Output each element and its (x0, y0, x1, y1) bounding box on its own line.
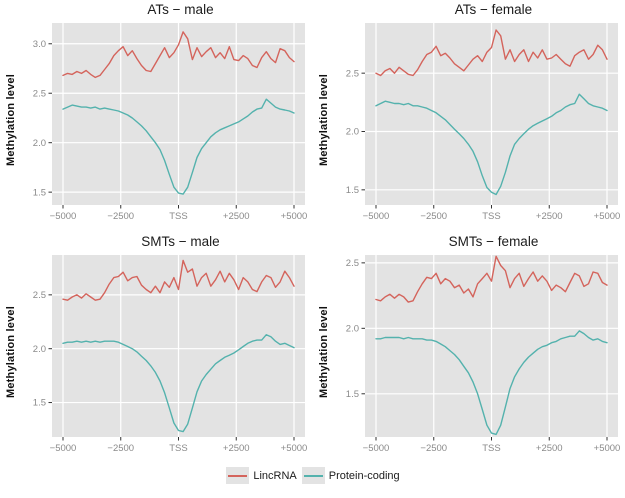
x-tick-label: TSS (482, 443, 500, 454)
x-tick-label: +2500 (536, 443, 563, 454)
legend: LincRNA Protein-coding (0, 464, 625, 498)
x-tick-label: −5000 (50, 443, 77, 454)
y-axis-label: Methylation level (318, 305, 330, 399)
x-tick-label: +5000 (594, 443, 621, 454)
panel-title: SMTs − male (141, 234, 220, 249)
series-protein-coding (62, 333, 295, 433)
series-lincrna (62, 31, 295, 79)
y-tick-label: 1.5 (346, 389, 359, 400)
x-tick-label: −5000 (363, 443, 390, 454)
x-tick-label: +2500 (536, 211, 563, 222)
x-tick-label: +5000 (281, 211, 308, 222)
panel-smts-female: Methylation level SMTs − female 1.5 2.0 2.… (313, 232, 625, 464)
panel-title: ATs − male (147, 2, 214, 17)
lincrna-line-icon (228, 474, 248, 477)
plot-area: 1.5 2.0 2.5 −5000 −2500 TSS +2500 +5000 (33, 255, 308, 454)
x-tick-label: −2500 (107, 211, 134, 222)
y-tick-label: 2.5 (346, 68, 359, 79)
y-tick-label: 3.0 (33, 39, 46, 50)
panel-smts-male: Methylation level SMTs − male 1.5 2.0 2.5 −… (0, 232, 313, 464)
series-protein-coding (375, 330, 608, 436)
x-tick-label: TSS (169, 443, 187, 454)
series-lincrna (375, 255, 608, 303)
series-lincrna (62, 259, 295, 301)
x-tick-label: +2500 (223, 211, 250, 222)
legend-item-lincrna: LincRNA (226, 467, 297, 484)
x-tick-label: TSS (169, 211, 187, 222)
y-tick-label: 1.5 (33, 398, 46, 409)
plot-area: 1.5 2.0 2.5 −5000 −2500 TSS +2500 +5000 (346, 255, 621, 454)
lincrna-key-box (226, 467, 250, 484)
panel-title: ATs − female (454, 2, 533, 17)
panel-ats-female: Methylation level ATs − female 1.5 2.0 2.5… (313, 0, 625, 232)
y-tick-label: 2.0 (33, 344, 46, 355)
panel-title: SMTs − female (448, 234, 539, 249)
x-tick-label: −2500 (420, 443, 447, 454)
x-tick-label: +5000 (594, 211, 621, 222)
protein-coding-key-box (301, 467, 325, 484)
x-tick-label: −5000 (50, 211, 77, 222)
x-tick-label: TSS (482, 211, 500, 222)
y-tick-label: 2.5 (33, 290, 46, 301)
y-tick-label: 2.0 (346, 324, 359, 335)
x-tick-label: +2500 (223, 443, 250, 454)
y-tick-label: 2.0 (33, 138, 46, 149)
legend-item-protein-coding: Protein-coding (301, 467, 400, 484)
y-tick-label: 2.5 (346, 258, 359, 269)
y-tick-label: 2.5 (33, 88, 46, 99)
series-lincrna (375, 29, 608, 77)
x-tick-label: −2500 (107, 443, 134, 454)
legend-label-protein-coding: Protein-coding (328, 469, 400, 482)
y-tick-label: 1.5 (346, 185, 359, 196)
plot-area: 1.5 2.0 2.5 −5000 −2500 TSS +2500 +5000 (346, 23, 621, 222)
y-tick-label: 1.5 (33, 187, 46, 198)
panel-ats-male: Methylation level ATs − male 1.5 2.0 2.5 3.… (0, 0, 313, 232)
series-protein-coding (375, 93, 608, 196)
y-axis-label: Methylation level (318, 73, 330, 167)
y-tick-label: 2.0 (346, 127, 359, 138)
protein-coding-line-icon (303, 474, 323, 477)
legend-label-lincrna: LincRNA (253, 469, 297, 482)
y-axis-label: Methylation level (5, 305, 17, 399)
y-axis-label: Methylation level (5, 73, 17, 167)
series-protein-coding (62, 98, 295, 195)
x-tick-label: −5000 (363, 211, 390, 222)
x-tick-label: +5000 (281, 443, 308, 454)
x-tick-label: −2500 (420, 211, 447, 222)
plot-area: 1.5 2.0 2.5 3.0 −5000 −2500 TSS +2500 +5000 (33, 23, 308, 222)
